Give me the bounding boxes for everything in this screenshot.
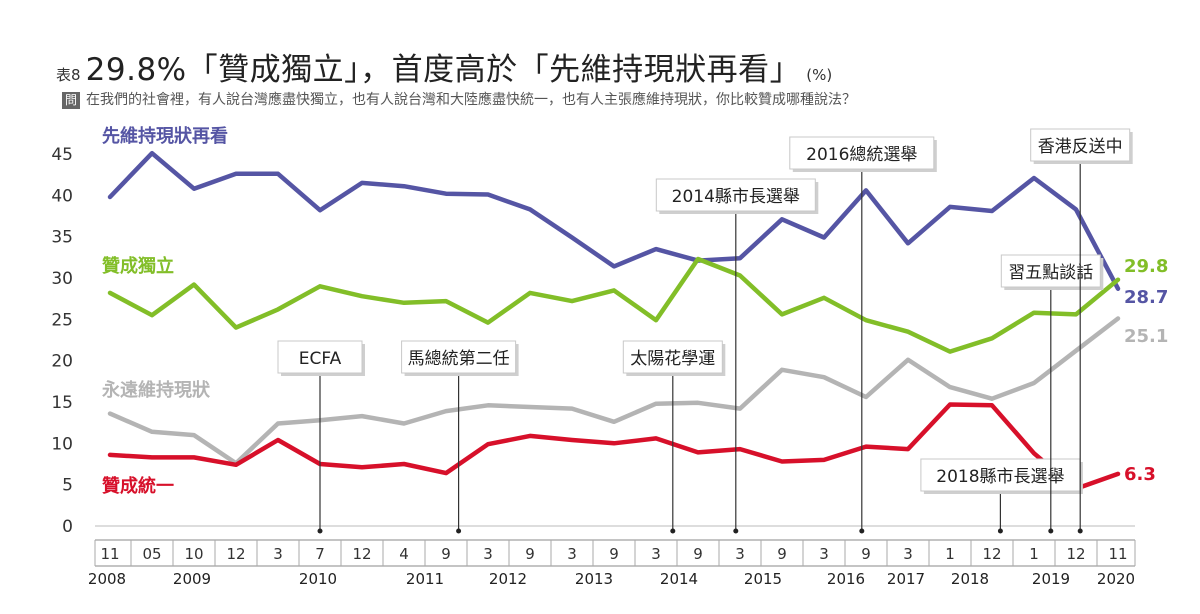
y-tick-label: 10	[51, 434, 73, 454]
series-line-2	[107, 316, 1121, 466]
chart-title: 表8 29.8%「贊成獨立」，首度高於「先維持現狀再看」 (%)	[56, 44, 832, 89]
x-tick-label: 9	[777, 545, 787, 563]
series-name-label: 先維持現狀再看	[102, 125, 228, 147]
x-year-label: 2017	[887, 570, 925, 588]
y-tick-label: 45	[51, 145, 73, 165]
y-tick-label: 40	[51, 186, 73, 206]
event-label-box	[277, 340, 363, 374]
event-label: ECFA	[299, 349, 342, 369]
table-number: 表8	[56, 66, 81, 84]
x-year-label: 2019	[1032, 570, 1070, 588]
x-tick-label: 05	[142, 545, 161, 563]
x-year-label: 2013	[575, 570, 613, 588]
event-tick	[859, 528, 865, 534]
event-tick	[1048, 528, 1054, 534]
event-label-box	[622, 340, 723, 374]
x-tick-label: 3	[567, 545, 577, 563]
event-label: 香港反送中	[1038, 137, 1123, 157]
event-tick	[733, 528, 739, 534]
x-year-label: 2008	[88, 570, 126, 588]
y-tick-label: 25	[51, 310, 73, 330]
x-tick-label: 9	[609, 545, 619, 563]
event-tick	[670, 528, 676, 534]
end-value-label: 28.7	[1124, 287, 1168, 308]
x-tick-label: 7	[315, 545, 325, 563]
y-tick-label: 20	[51, 352, 73, 372]
x-tick-label: 3	[903, 545, 913, 563]
x-tick-label: 9	[693, 545, 703, 563]
x-year-label: 2016	[827, 570, 865, 588]
question-badge: 問	[62, 92, 81, 109]
event-label-box	[401, 340, 517, 374]
x-tick-label: 9	[861, 545, 871, 563]
x-tick-label: 12	[226, 545, 245, 563]
x-year-label: 2015	[744, 570, 782, 588]
series-line-1	[107, 256, 1121, 354]
title-unit: (%)	[806, 66, 833, 84]
question-text: 在我們的社會裡，有人說台灣應盡快獨立，也有人說台灣和大陸應盡快統一，也有人主張應…	[86, 92, 857, 108]
x-year-label: 2009	[173, 570, 211, 588]
x-tick-label: 11	[1108, 545, 1127, 563]
x-tick-label: 9	[441, 545, 451, 563]
event-label: 2014縣市長選舉	[672, 187, 800, 207]
x-tick-label: 3	[273, 545, 283, 563]
end-value-label: 25.1	[1124, 326, 1168, 347]
event-tick	[317, 528, 323, 534]
event-label-box	[1000, 254, 1101, 288]
x-tick-label: 10	[184, 545, 203, 563]
event-label: 太陽花學運	[630, 349, 715, 369]
event-label: 習五點談話	[1008, 263, 1093, 283]
y-tick-label: 5	[62, 476, 73, 496]
x-tick-label: 12	[982, 545, 1001, 563]
event-label-box	[1030, 128, 1131, 162]
event-label: 2016總統選舉	[806, 145, 917, 165]
event-label: 馬總統第二任	[408, 349, 510, 369]
x-tick-label: 12	[352, 545, 371, 563]
event-label-box	[789, 136, 935, 170]
y-tick-label: 30	[51, 269, 73, 289]
y-tick-label: 0	[62, 517, 73, 537]
y-tick-label: 35	[51, 228, 73, 248]
x-year-label: 2014	[660, 570, 698, 588]
survey-question: 問在我們的社會裡，有人說台灣應盡快獨立，也有人說台灣和大陸應盡快統一，也有人主張…	[62, 89, 856, 109]
event-label-box	[920, 458, 1081, 492]
event-label-box	[655, 178, 816, 212]
x-year-label: 2018	[951, 570, 989, 588]
x-tick-label: 1	[1029, 545, 1039, 563]
x-tick-label: 3	[735, 545, 745, 563]
series-name-label: 贊成統一	[102, 475, 174, 497]
title-text: 29.8%「贊成獨立」，首度高於「先維持現狀再看」	[85, 52, 802, 88]
x-year-label: 2010	[299, 570, 337, 588]
event-tick	[456, 528, 462, 534]
x-tick-label: 12	[1066, 545, 1085, 563]
series-name-label: 贊成獨立	[102, 255, 174, 277]
end-value-label: 29.8	[1124, 256, 1168, 277]
x-tick-label: 4	[399, 545, 409, 563]
x-year-label: 2011	[406, 570, 444, 588]
series-line-0	[107, 150, 1121, 291]
x-tick-label: 3	[819, 545, 829, 563]
end-value-label: 6.3	[1124, 464, 1156, 485]
x-tick-label: 3	[651, 545, 661, 563]
event-label: 2018縣市長選舉	[936, 467, 1064, 487]
series-name-label: 永遠維持現狀	[101, 379, 211, 401]
event-tick	[997, 528, 1003, 534]
x-tick-label: 1	[945, 545, 955, 563]
x-tick-label: 3	[483, 545, 493, 563]
x-tick-label: 9	[525, 545, 535, 563]
y-tick-label: 15	[51, 393, 73, 413]
x-year-label: 2020	[1097, 570, 1135, 588]
x-tick-label: 11	[100, 545, 119, 563]
series-line-3	[107, 402, 1121, 492]
event-tick	[1077, 528, 1083, 534]
x-year-label: 2012	[489, 570, 527, 588]
